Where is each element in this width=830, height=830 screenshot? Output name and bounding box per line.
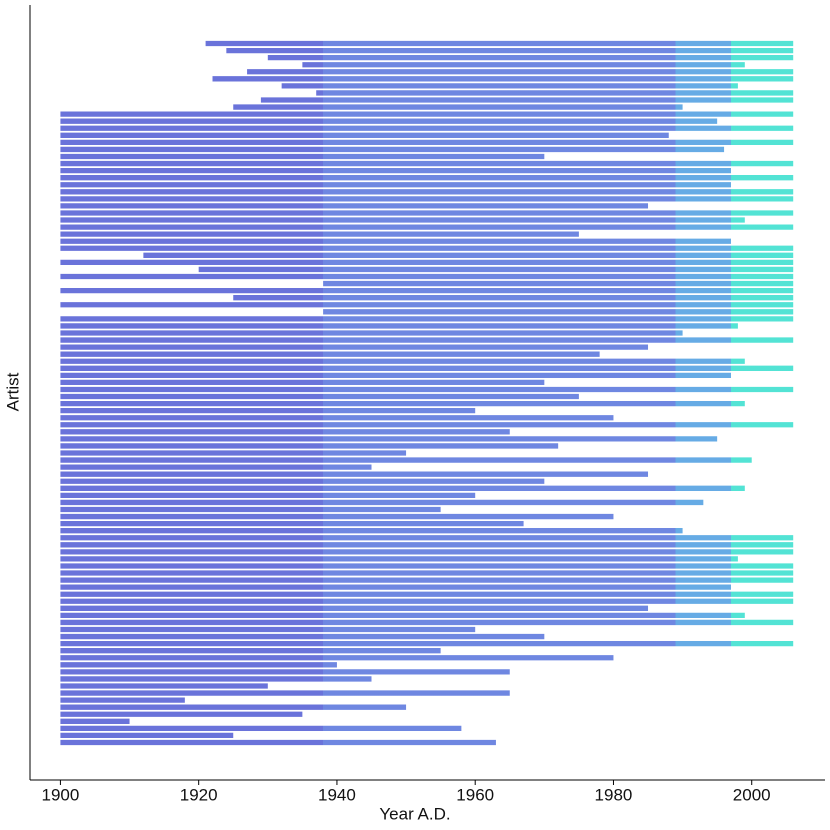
x-tick-label: 1940 (318, 785, 356, 804)
x-tick-label: 1960 (456, 785, 494, 804)
x-tick-label: 1980 (595, 785, 633, 804)
y-axis-label: Artist (3, 372, 22, 411)
x-tick-label: 1920 (180, 785, 218, 804)
x-tick-label: 2000 (733, 785, 771, 804)
x-tick-label: 1900 (42, 785, 80, 804)
x-axis-label: Year A.D. (379, 804, 450, 823)
